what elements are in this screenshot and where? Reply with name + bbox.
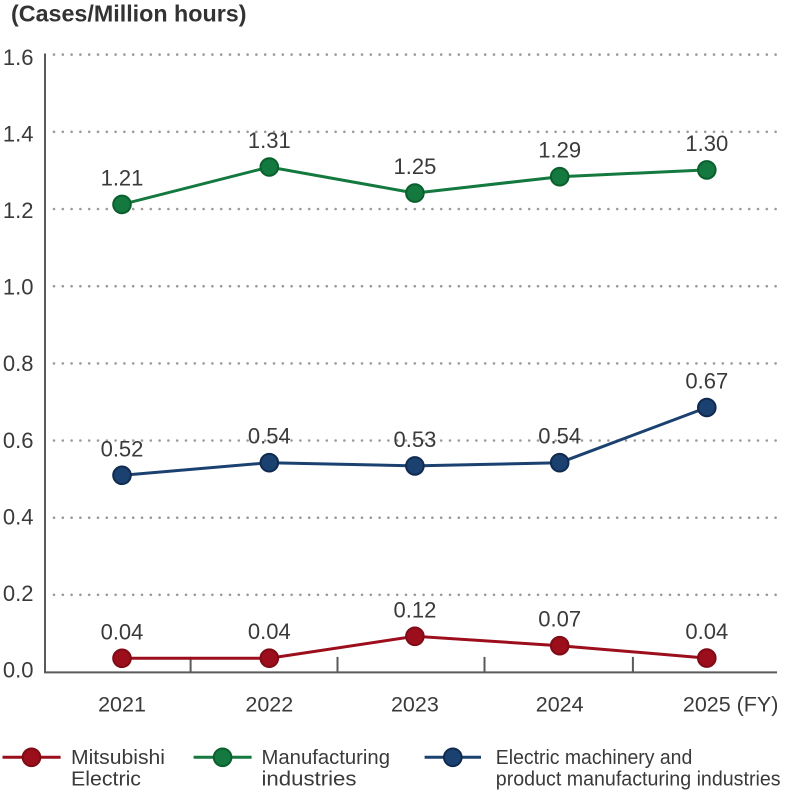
svg-text:1.2: 1.2 bbox=[3, 198, 34, 223]
svg-text:1.30: 1.30 bbox=[685, 131, 728, 156]
svg-text:Manufacturing: Manufacturing bbox=[262, 746, 391, 769]
svg-text:Electric machinery and: Electric machinery and bbox=[496, 746, 693, 769]
svg-text:2024: 2024 bbox=[536, 693, 584, 717]
svg-text:1.21: 1.21 bbox=[101, 165, 144, 190]
svg-text:0.12: 0.12 bbox=[393, 597, 436, 622]
svg-text:0.6: 0.6 bbox=[3, 428, 34, 453]
svg-text:0.52: 0.52 bbox=[101, 436, 144, 461]
svg-text:Electric: Electric bbox=[71, 768, 141, 791]
svg-text:0.54: 0.54 bbox=[538, 424, 581, 449]
svg-text:0.53: 0.53 bbox=[393, 427, 436, 452]
svg-text:0.07: 0.07 bbox=[538, 607, 581, 632]
svg-text:Mitsubishi: Mitsubishi bbox=[71, 746, 165, 769]
svg-text:1.6: 1.6 bbox=[3, 45, 34, 70]
svg-text:1.29: 1.29 bbox=[538, 138, 581, 163]
svg-text:0.0: 0.0 bbox=[3, 658, 34, 683]
svg-text:2023: 2023 bbox=[391, 693, 439, 717]
svg-text:1.31: 1.31 bbox=[248, 128, 291, 153]
svg-text:0.4: 0.4 bbox=[3, 504, 34, 529]
svg-text:0.04: 0.04 bbox=[248, 619, 291, 644]
svg-text:product manufacturing industri: product manufacturing industries bbox=[496, 768, 781, 791]
svg-text:0.54: 0.54 bbox=[248, 424, 291, 449]
svg-text:2022: 2022 bbox=[245, 693, 293, 717]
svg-text:2025: 2025 bbox=[683, 693, 731, 717]
svg-text:0.67: 0.67 bbox=[685, 369, 728, 394]
svg-text:0.04: 0.04 bbox=[685, 619, 728, 644]
svg-text:(FY): (FY) bbox=[737, 693, 779, 717]
svg-text:industries: industries bbox=[262, 768, 357, 791]
svg-text:1.0: 1.0 bbox=[3, 275, 34, 300]
svg-text:0.04: 0.04 bbox=[101, 619, 144, 644]
svg-text:2021: 2021 bbox=[98, 693, 146, 717]
svg-text:1.25: 1.25 bbox=[393, 154, 436, 179]
svg-text:0.2: 0.2 bbox=[3, 581, 34, 606]
svg-text:1.4: 1.4 bbox=[3, 122, 34, 147]
svg-text:(Cases/Million hours): (Cases/Million hours) bbox=[11, 1, 247, 27]
svg-text:0.8: 0.8 bbox=[3, 351, 34, 376]
